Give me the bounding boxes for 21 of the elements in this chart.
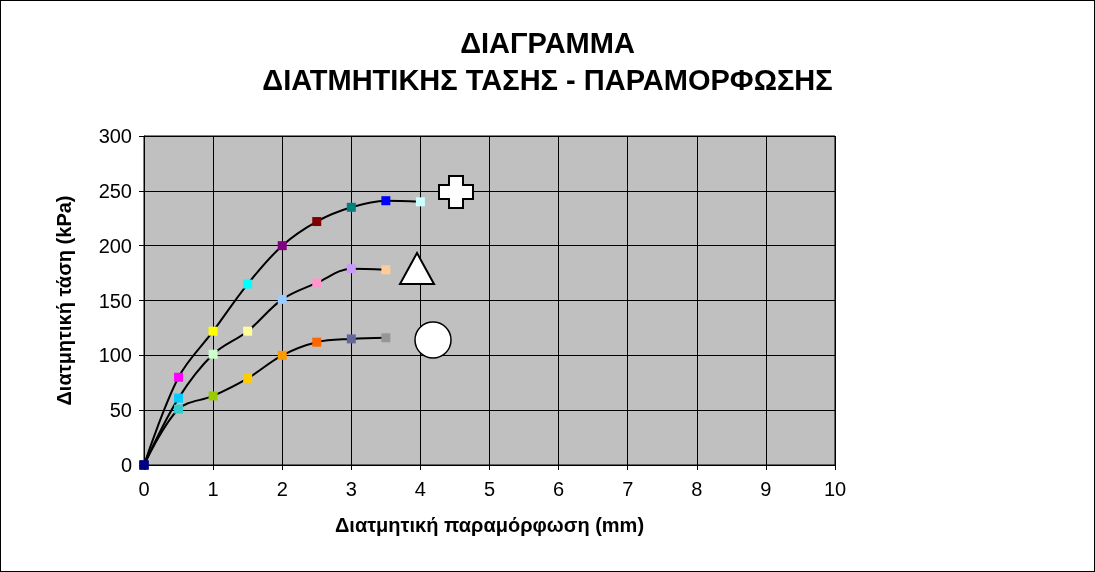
x-tick-label: 3 bbox=[345, 478, 357, 500]
y-axis-title: Διατμητική τάση (kPa) bbox=[53, 195, 75, 406]
y-tick-label: 250 bbox=[98, 179, 132, 202]
x-tick-label: 0 bbox=[138, 478, 150, 500]
x-tick-label: 2 bbox=[276, 478, 288, 500]
x-axis-title: Διατμητική παραμόρφωση (mm) bbox=[334, 514, 645, 536]
x-tick-label: 5 bbox=[483, 478, 496, 500]
chart-title: ΔΙΑΓΡΑΜΜΑ ΔΙΑΤΜΗΤΙΚΗΣ ΤΑΣΗΣ - ΠΑΡΑΜΟΡΦΩΣΗΣ bbox=[262, 26, 833, 96]
x-tick-label: 4 bbox=[414, 478, 426, 500]
x-tick-label: 10 bbox=[823, 478, 847, 500]
x-tick-label: 1 bbox=[207, 478, 219, 500]
y-tick-label: 300 bbox=[98, 125, 132, 147]
y-tick-label: 0 bbox=[120, 454, 132, 476]
y-tick-label: 150 bbox=[98, 289, 132, 312]
x-tick-label: 9 bbox=[760, 478, 772, 500]
y-tick-label: 100 bbox=[98, 344, 132, 367]
y-tick-label: 200 bbox=[98, 234, 132, 257]
x-tick-label: 7 bbox=[622, 478, 634, 500]
y-tick-label: 50 bbox=[109, 399, 132, 422]
x-tick-label: 6 bbox=[553, 478, 565, 500]
x-tick-label: 8 bbox=[691, 478, 703, 500]
